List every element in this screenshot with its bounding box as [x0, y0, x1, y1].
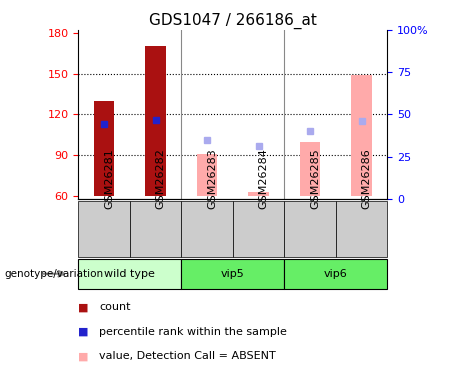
FancyBboxPatch shape [284, 201, 336, 257]
Text: count: count [99, 303, 130, 312]
FancyBboxPatch shape [78, 259, 181, 289]
Text: value, Detection Call = ABSENT: value, Detection Call = ABSENT [99, 351, 276, 361]
Text: genotype/variation: genotype/variation [5, 269, 104, 279]
Text: wild type: wild type [104, 269, 155, 279]
Bar [300, 142, 320, 196]
Text: GSM26284: GSM26284 [259, 148, 269, 209]
Bar [197, 154, 218, 196]
Text: ■: ■ [78, 351, 89, 361]
Text: ■: ■ [78, 303, 89, 312]
Title: GDS1047 / 266186_at: GDS1047 / 266186_at [149, 12, 317, 28]
Text: GSM26281: GSM26281 [104, 148, 114, 209]
Text: GSM26286: GSM26286 [361, 148, 372, 209]
FancyBboxPatch shape [336, 201, 387, 257]
FancyBboxPatch shape [78, 201, 130, 257]
Text: GSM26283: GSM26283 [207, 148, 217, 209]
Text: GSM26285: GSM26285 [310, 148, 320, 209]
FancyBboxPatch shape [284, 259, 387, 289]
Bar [248, 192, 269, 196]
Text: GSM26282: GSM26282 [156, 148, 165, 209]
Bar [351, 75, 372, 196]
Bar [145, 46, 166, 196]
Text: percentile rank within the sample: percentile rank within the sample [99, 327, 287, 337]
FancyBboxPatch shape [181, 259, 284, 289]
Bar [94, 101, 114, 196]
Text: vip5: vip5 [221, 269, 245, 279]
Text: vip6: vip6 [324, 269, 348, 279]
FancyBboxPatch shape [181, 201, 233, 257]
Text: ■: ■ [78, 327, 89, 337]
FancyBboxPatch shape [233, 201, 284, 257]
FancyBboxPatch shape [130, 201, 181, 257]
